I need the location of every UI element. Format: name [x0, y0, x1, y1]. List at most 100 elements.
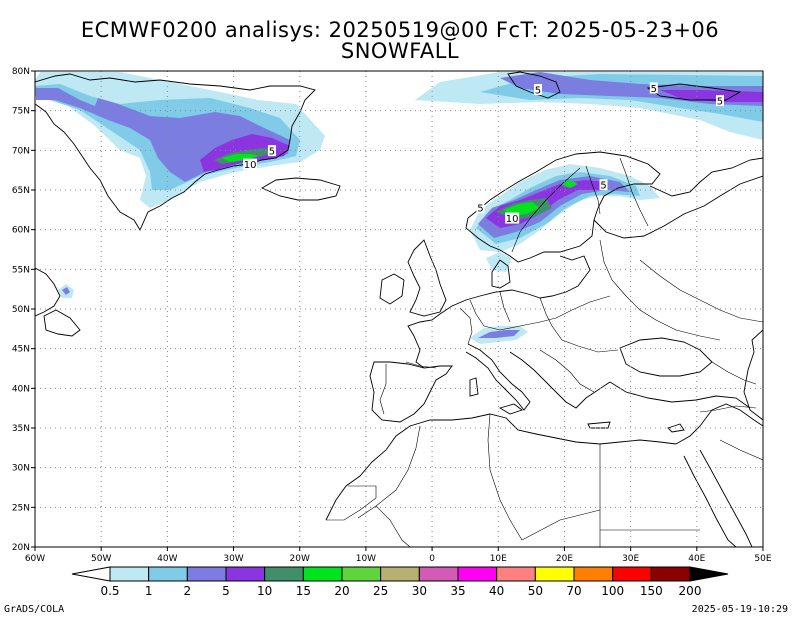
great-britain-coastline [407, 239, 447, 317]
border-caucasus [711, 361, 757, 385]
coastline-layer [35, 71, 763, 547]
colorbar-label: 15 [296, 584, 311, 598]
red-sea-coastline [683, 455, 737, 547]
software-credit: GrADS/COLA [4, 604, 65, 615]
colorbar-segment [302, 566, 343, 582]
crete-coastline [587, 421, 611, 429]
red-sea-coastline-east [699, 449, 753, 547]
border-spain-france [405, 361, 437, 369]
ireland-coastline [379, 273, 405, 305]
lon-tick-label: 30E [622, 554, 639, 564]
axis-tick-layer: 60W 50W 40W 30W 20W 10W 0 10E 20E 30E 40E 50E 20N 25N… [12, 67, 772, 564]
colorbar-label: 35 [450, 584, 465, 598]
contour-label: 5 [651, 84, 657, 95]
colorbar-label: 100 [601, 584, 624, 598]
colorbar-segment [225, 566, 266, 582]
lat-tick-label: 40N [12, 384, 30, 394]
contour-label: 5 [269, 147, 275, 158]
border-central-europe-1 [469, 295, 611, 331]
lat-tick-label: 45N [12, 345, 30, 355]
lat-tick-label: 35N [12, 424, 30, 434]
colorbar-segment [612, 566, 652, 582]
lon-tick-label: 10W [356, 554, 376, 564]
colorbar-segment [457, 566, 498, 582]
contour-label-background [715, 95, 724, 107]
colorbar-label: 2 [184, 584, 192, 598]
scandinavia-coastline [465, 151, 661, 263]
border-norway-sweden [511, 167, 581, 253]
denmark-coastline [491, 259, 511, 289]
svalbard-coastline [507, 71, 561, 99]
country-border-layer [326, 157, 763, 547]
lon-tick-label: 50E [754, 554, 771, 564]
border-sweden-finland [585, 165, 601, 215]
iceland-coastline [261, 177, 341, 201]
border-central-europe-2 [539, 297, 619, 353]
colorbar-label: 20 [334, 584, 349, 598]
colorbar-label: 40 [489, 584, 504, 598]
colorbar-segment [534, 566, 575, 582]
border-balkans [539, 349, 595, 393]
lat-tick-label: 25N [12, 503, 30, 513]
snowfall-area-scandinavia-15 [504, 202, 540, 216]
creation-timestamp: 2025-05-19-10:29 [691, 604, 788, 615]
colorbar-segment [109, 566, 150, 582]
contour-label: 5 [535, 86, 541, 97]
lat-tick-label: 70N [12, 146, 30, 156]
cyprus-coastline [667, 423, 685, 433]
border-france-germany [459, 307, 473, 345]
colorbar-segment [418, 566, 459, 582]
map-subtitle: SNOWFALL [340, 39, 460, 63]
snowfall-area-greenland-15 [222, 154, 258, 162]
colorbar-segment [186, 566, 227, 582]
colorbar-label: 25 [373, 584, 388, 598]
contour-label-background [599, 179, 608, 191]
lon-tick-label: 40W [157, 554, 177, 564]
border-morocco-algeria [357, 425, 421, 519]
colorbar-segment [264, 566, 304, 582]
contour-label: 5 [717, 97, 723, 108]
greenland-coastline [35, 73, 316, 231]
snowfall-area-labrador-2 [62, 287, 70, 295]
white-sea-coastline [649, 157, 763, 197]
snowfall-field-layer [35, 72, 763, 344]
iberia-coastline [369, 361, 453, 423]
colorbar-high-arrow [689, 566, 729, 582]
contour-label-layer: 10 5 5 5 5 5 5 10 [243, 82, 724, 225]
colorbar-segment [650, 566, 691, 582]
colorbar-label: 5 [222, 584, 230, 598]
colorbar-legend: 0.5 1 2 5 10 15 20 25 30 35 40 50 70 100 150 200 [71, 566, 729, 598]
contour-label: 10 [244, 160, 257, 171]
colorbar-label: 150 [640, 584, 663, 598]
border-saudi [719, 439, 763, 461]
north-africa-coastline [325, 413, 677, 521]
lon-tick-label: 30W [223, 554, 243, 564]
border-turkey-syria [699, 405, 757, 413]
france-coastline [407, 313, 441, 369]
lon-tick-label: 50W [91, 554, 111, 564]
lat-tick-label: 65N [12, 186, 30, 196]
italy-coastline [465, 343, 531, 411]
lon-tick-label: 10E [490, 554, 507, 564]
snowfall-area-scandinavia-north-15 [560, 180, 578, 188]
turkey-coastline [609, 381, 751, 409]
sicily-coastline [498, 403, 523, 415]
lon-tick-label: 20E [556, 554, 573, 564]
border-central-europe-3 [499, 291, 511, 323]
baltic-coastline [539, 255, 591, 299]
lon-tick-label: 20W [290, 554, 310, 564]
border-western-sahara [326, 485, 377, 521]
balkan-coastline [509, 351, 611, 409]
border-finland-russia [619, 157, 649, 227]
lat-tick-label: 55N [12, 265, 30, 275]
colorbar-segment [496, 566, 536, 582]
franz-josef-coastline [646, 83, 742, 101]
colorbar-label: 70 [566, 584, 581, 598]
border-spain-portugal [379, 364, 387, 415]
levant-coastline [675, 403, 763, 445]
lat-tick-label: 80N [12, 67, 30, 77]
contour-label-background [505, 212, 520, 224]
colorbar-segment [148, 566, 188, 582]
contour-label-background [533, 84, 542, 96]
